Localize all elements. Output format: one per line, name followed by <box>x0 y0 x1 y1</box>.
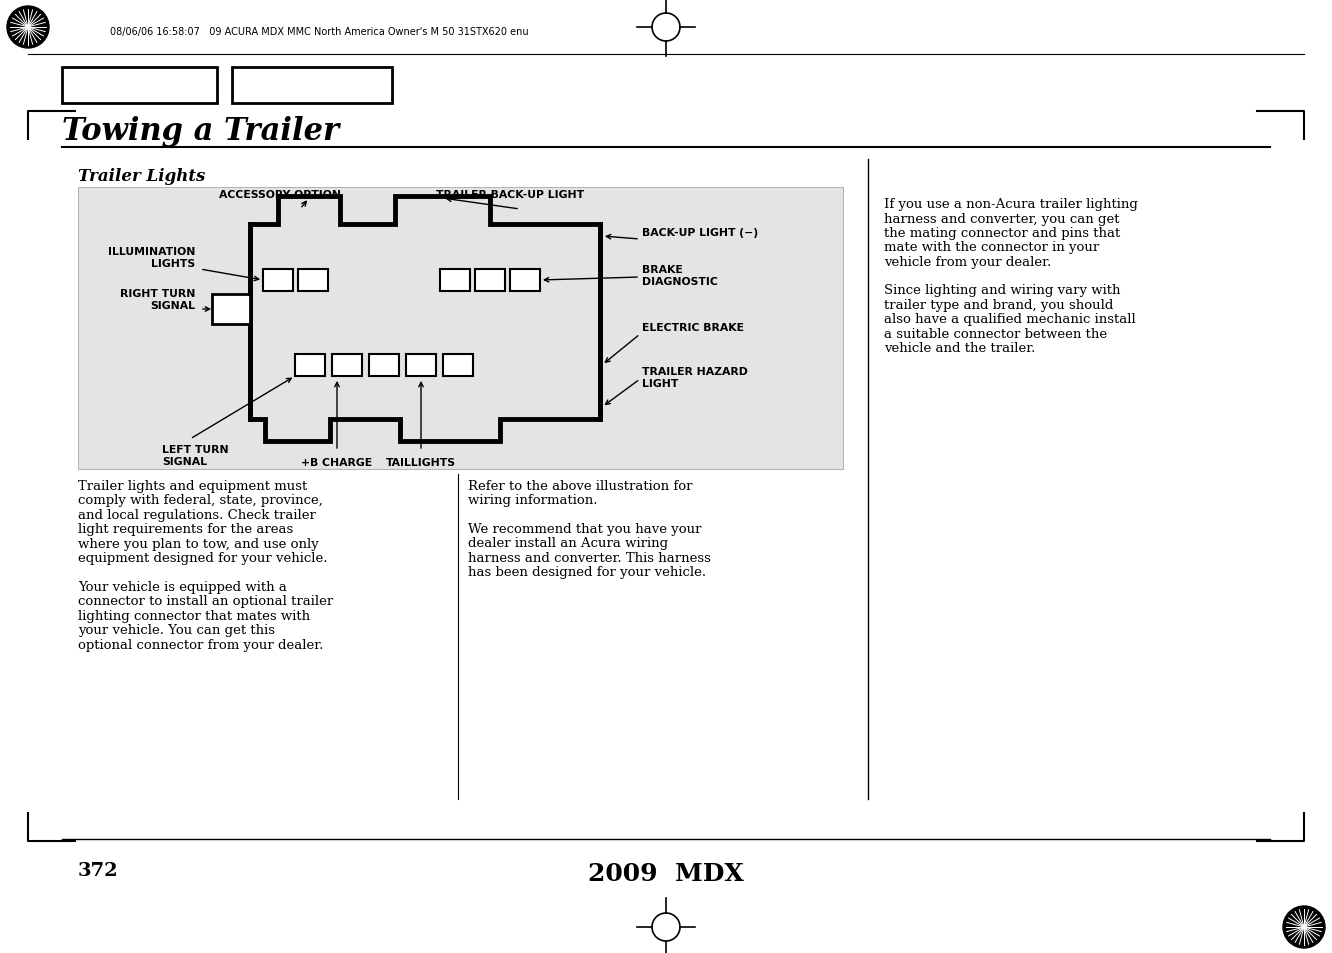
Bar <box>294 355 325 376</box>
Text: equipment designed for your vehicle.: equipment designed for your vehicle. <box>79 552 328 565</box>
Text: mate with the connector in your: mate with the connector in your <box>884 241 1099 254</box>
Text: connector to install an optional trailer: connector to install an optional trailer <box>79 595 333 608</box>
Bar <box>212 294 250 325</box>
Text: ELECTRIC BRAKE: ELECTRIC BRAKE <box>642 323 745 333</box>
Bar <box>262 270 293 292</box>
Text: ILLUMINATION
LIGHTS: ILLUMINATION LIGHTS <box>108 247 194 269</box>
Text: and local regulations. Check trailer: and local regulations. Check trailer <box>79 509 316 521</box>
Text: trailer type and brand, you should: trailer type and brand, you should <box>884 298 1114 312</box>
Text: wiring information.: wiring information. <box>468 494 598 507</box>
Bar <box>369 355 400 376</box>
Bar <box>440 270 470 292</box>
Bar <box>332 355 362 376</box>
Bar <box>232 68 392 104</box>
Text: the mating connector and pins that: the mating connector and pins that <box>884 227 1120 240</box>
Text: Your vehicle is equipped with a: Your vehicle is equipped with a <box>79 580 286 594</box>
Bar <box>406 355 436 376</box>
Text: Since lighting and wiring vary with: Since lighting and wiring vary with <box>884 284 1120 297</box>
Text: TRAILER HAZARD
LIGHT: TRAILER HAZARD LIGHT <box>642 366 747 389</box>
Text: harness and converter. This harness: harness and converter. This harness <box>468 552 711 564</box>
Bar <box>476 270 505 292</box>
Text: We recommend that you have your: We recommend that you have your <box>468 522 702 536</box>
Text: TAILLIGHTS: TAILLIGHTS <box>386 457 456 468</box>
Text: 2009  MDX: 2009 MDX <box>587 862 745 885</box>
Text: RIGHT TURN
SIGNAL: RIGHT TURN SIGNAL <box>120 289 194 311</box>
Text: TRAILER BACK-UP LIGHT: TRAILER BACK-UP LIGHT <box>436 190 583 200</box>
Text: +B CHARGE: +B CHARGE <box>301 457 373 468</box>
Bar <box>63 68 217 104</box>
Bar <box>510 270 539 292</box>
Bar <box>79 188 843 470</box>
Text: vehicle and the trailer.: vehicle and the trailer. <box>884 342 1035 355</box>
Text: a suitable connector between the: a suitable connector between the <box>884 328 1107 340</box>
Text: optional connector from your dealer.: optional connector from your dealer. <box>79 639 324 651</box>
Text: If you use a non-Acura trailer lighting: If you use a non-Acura trailer lighting <box>884 198 1138 211</box>
Text: dealer install an Acura wiring: dealer install an Acura wiring <box>468 537 669 550</box>
Text: comply with federal, state, province,: comply with federal, state, province, <box>79 494 322 507</box>
Text: Towing a Trailer: Towing a Trailer <box>63 116 340 147</box>
Text: Trailer Lights: Trailer Lights <box>79 168 205 185</box>
Text: 08/06/06 16:58:07   09 ACURA MDX MMC North America Owner's M 50 31STX620 enu: 08/06/06 16:58:07 09 ACURA MDX MMC North… <box>111 27 529 37</box>
Text: where you plan to tow, and use only: where you plan to tow, and use only <box>79 537 318 551</box>
Text: Trailer lights and equipment must: Trailer lights and equipment must <box>79 479 308 493</box>
Text: lighting connector that mates with: lighting connector that mates with <box>79 609 310 622</box>
Text: vehicle from your dealer.: vehicle from your dealer. <box>884 255 1051 269</box>
Text: BRAKE
DIAGNOSTIC: BRAKE DIAGNOSTIC <box>642 265 718 287</box>
Text: BACK-UP LIGHT (−): BACK-UP LIGHT (−) <box>642 228 758 237</box>
Circle shape <box>7 7 49 49</box>
Text: light requirements for the areas: light requirements for the areas <box>79 523 293 536</box>
Text: LEFT TURN
SIGNAL: LEFT TURN SIGNAL <box>163 444 229 467</box>
Text: also have a qualified mechanic install: also have a qualified mechanic install <box>884 314 1136 326</box>
Text: your vehicle. You can get this: your vehicle. You can get this <box>79 624 274 637</box>
Text: ACCESSORY OPTION: ACCESSORY OPTION <box>218 190 341 200</box>
Bar <box>444 355 473 376</box>
Text: 372: 372 <box>79 862 119 879</box>
Circle shape <box>1283 906 1325 948</box>
Bar <box>298 270 328 292</box>
Text: Refer to the above illustration for: Refer to the above illustration for <box>468 479 693 493</box>
Text: harness and converter, you can get: harness and converter, you can get <box>884 213 1119 225</box>
Text: has been designed for your vehicle.: has been designed for your vehicle. <box>468 566 706 578</box>
